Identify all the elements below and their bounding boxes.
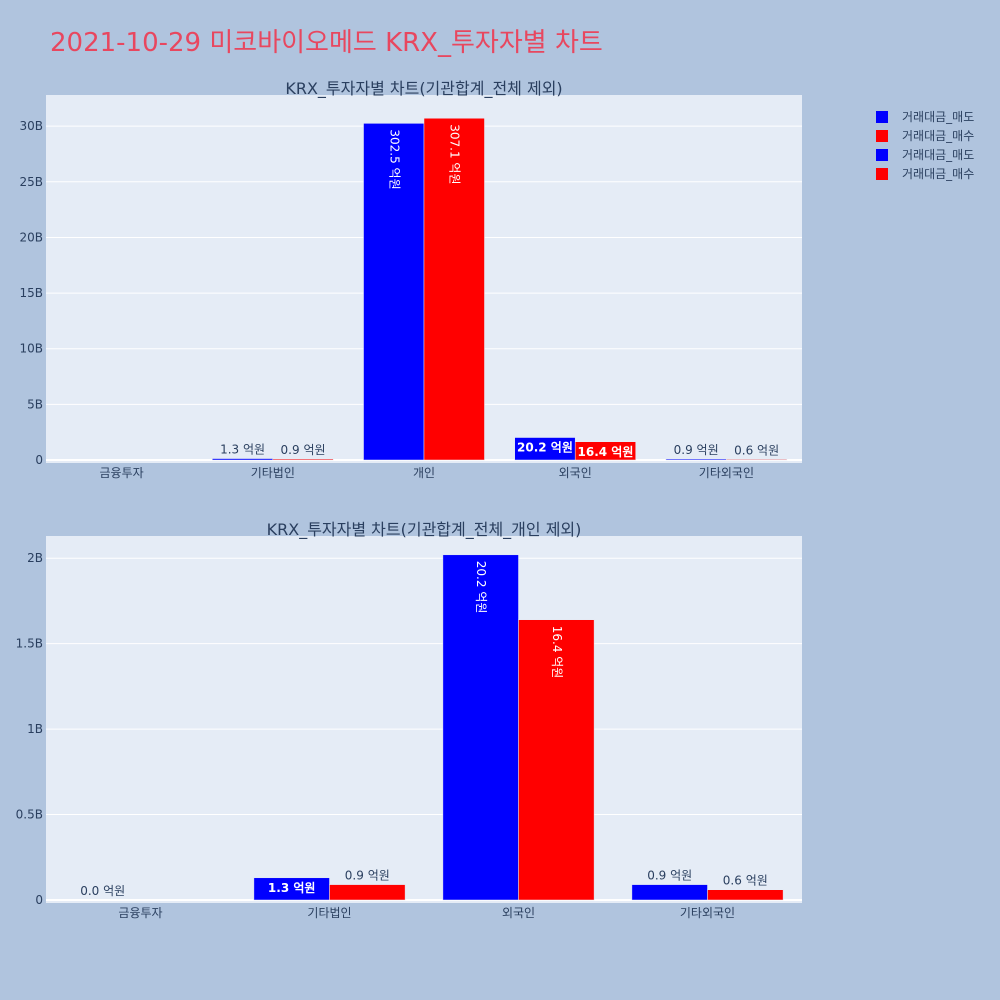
- bar: [631, 884, 708, 901]
- bar-label: 20.2 억원: [517, 441, 573, 455]
- legend-label: 거래대금_매도: [902, 110, 975, 124]
- legend-item[interactable]: 거래대금_매도: [876, 145, 974, 164]
- chart-title: KRX_투자자별 차트(기관합계_전체_개인 제외): [267, 520, 582, 540]
- legend: 거래대금_매도 거래대금_매수 거래대금_매도 거래대금_매수: [876, 107, 974, 183]
- y-tick-label: 1B: [27, 722, 43, 736]
- x-tick-label: 기타외국인: [680, 906, 735, 920]
- x-tick-label: 개인: [413, 466, 435, 480]
- bar-label: 16.4 억원: [578, 445, 634, 459]
- plot-area: [46, 536, 802, 903]
- bar-label: 0.6 억원: [734, 443, 779, 457]
- bar: [726, 459, 788, 461]
- bar-label: 307.1 억원: [448, 124, 462, 184]
- legend-item[interactable]: 거래대금_매수: [876, 126, 974, 145]
- x-tick-label: 외국인: [502, 906, 535, 920]
- y-tick-label: 20B: [19, 230, 43, 244]
- bar-label: 302.5 억원: [387, 129, 401, 189]
- x-tick-label: 기타법인: [307, 906, 351, 920]
- legend-label: 거래대금_매수: [902, 129, 975, 143]
- legend-label: 거래대금_매수: [902, 167, 975, 181]
- x-tick-label: 기타법인: [251, 466, 295, 480]
- legend-swatch: [876, 148, 888, 161]
- y-tick-label: 25B: [19, 175, 43, 189]
- bar: [272, 458, 334, 461]
- y-tick-label: 0: [35, 453, 43, 467]
- bar-label: 16.4 억원: [550, 626, 564, 679]
- bar-label: 20.2 억원: [474, 561, 488, 614]
- bar-label: 0.0 억원: [80, 884, 125, 898]
- legend-item[interactable]: 거래대금_매수: [876, 164, 974, 183]
- y-tick-label: 2B: [27, 551, 43, 565]
- legend-item[interactable]: 거래대금_매도: [876, 107, 974, 126]
- bar: [707, 889, 784, 901]
- y-tick-label: 0.5B: [16, 808, 43, 822]
- bar: [423, 118, 485, 461]
- bar-label: 0.9 억원: [281, 443, 326, 457]
- legend-swatch: [876, 129, 888, 142]
- chart-investor-all: 0 5B 10B 15B 20B 25B 30B KRX_투자자별 차트(기관합계_전체 제외…: [19, 79, 802, 480]
- page-title: 2021-10-29 미코바이오메드 KRX_투자자별 차트: [50, 28, 603, 58]
- bar-label: 0.9 억원: [345, 869, 390, 883]
- bar-label: 0.9 억원: [674, 443, 719, 457]
- x-tick-label: 외국인: [559, 466, 592, 480]
- y-tick-label: 10B: [19, 342, 43, 356]
- bar: [329, 884, 406, 901]
- y-tick-label: 0: [35, 893, 43, 907]
- bar: [518, 619, 595, 901]
- x-tick-label: 금융투자: [118, 906, 162, 920]
- y-tick-label: 30B: [19, 119, 43, 133]
- y-tick-label: 5B: [27, 397, 43, 411]
- bar-label: 1.3 억원: [220, 443, 265, 457]
- bar-label: 0.6 억원: [723, 874, 768, 888]
- legend-swatch: [876, 167, 888, 180]
- y-tick-label: 15B: [19, 286, 43, 300]
- y-tick-label: 1.5B: [16, 637, 43, 651]
- chart-title: KRX_투자자별 차트(기관합계_전체 제외): [285, 79, 562, 99]
- bar: [442, 554, 519, 901]
- x-tick-label: 기타외국인: [699, 466, 754, 480]
- bar: [363, 123, 425, 461]
- legend-label: 거래대금_매도: [902, 148, 975, 162]
- x-tick-label: 금융투자: [100, 466, 144, 480]
- bar-label: 0.9 억원: [647, 869, 692, 883]
- legend-swatch: [876, 110, 888, 123]
- bar: [574, 441, 636, 461]
- bar-label: 1.3 억원: [268, 881, 316, 895]
